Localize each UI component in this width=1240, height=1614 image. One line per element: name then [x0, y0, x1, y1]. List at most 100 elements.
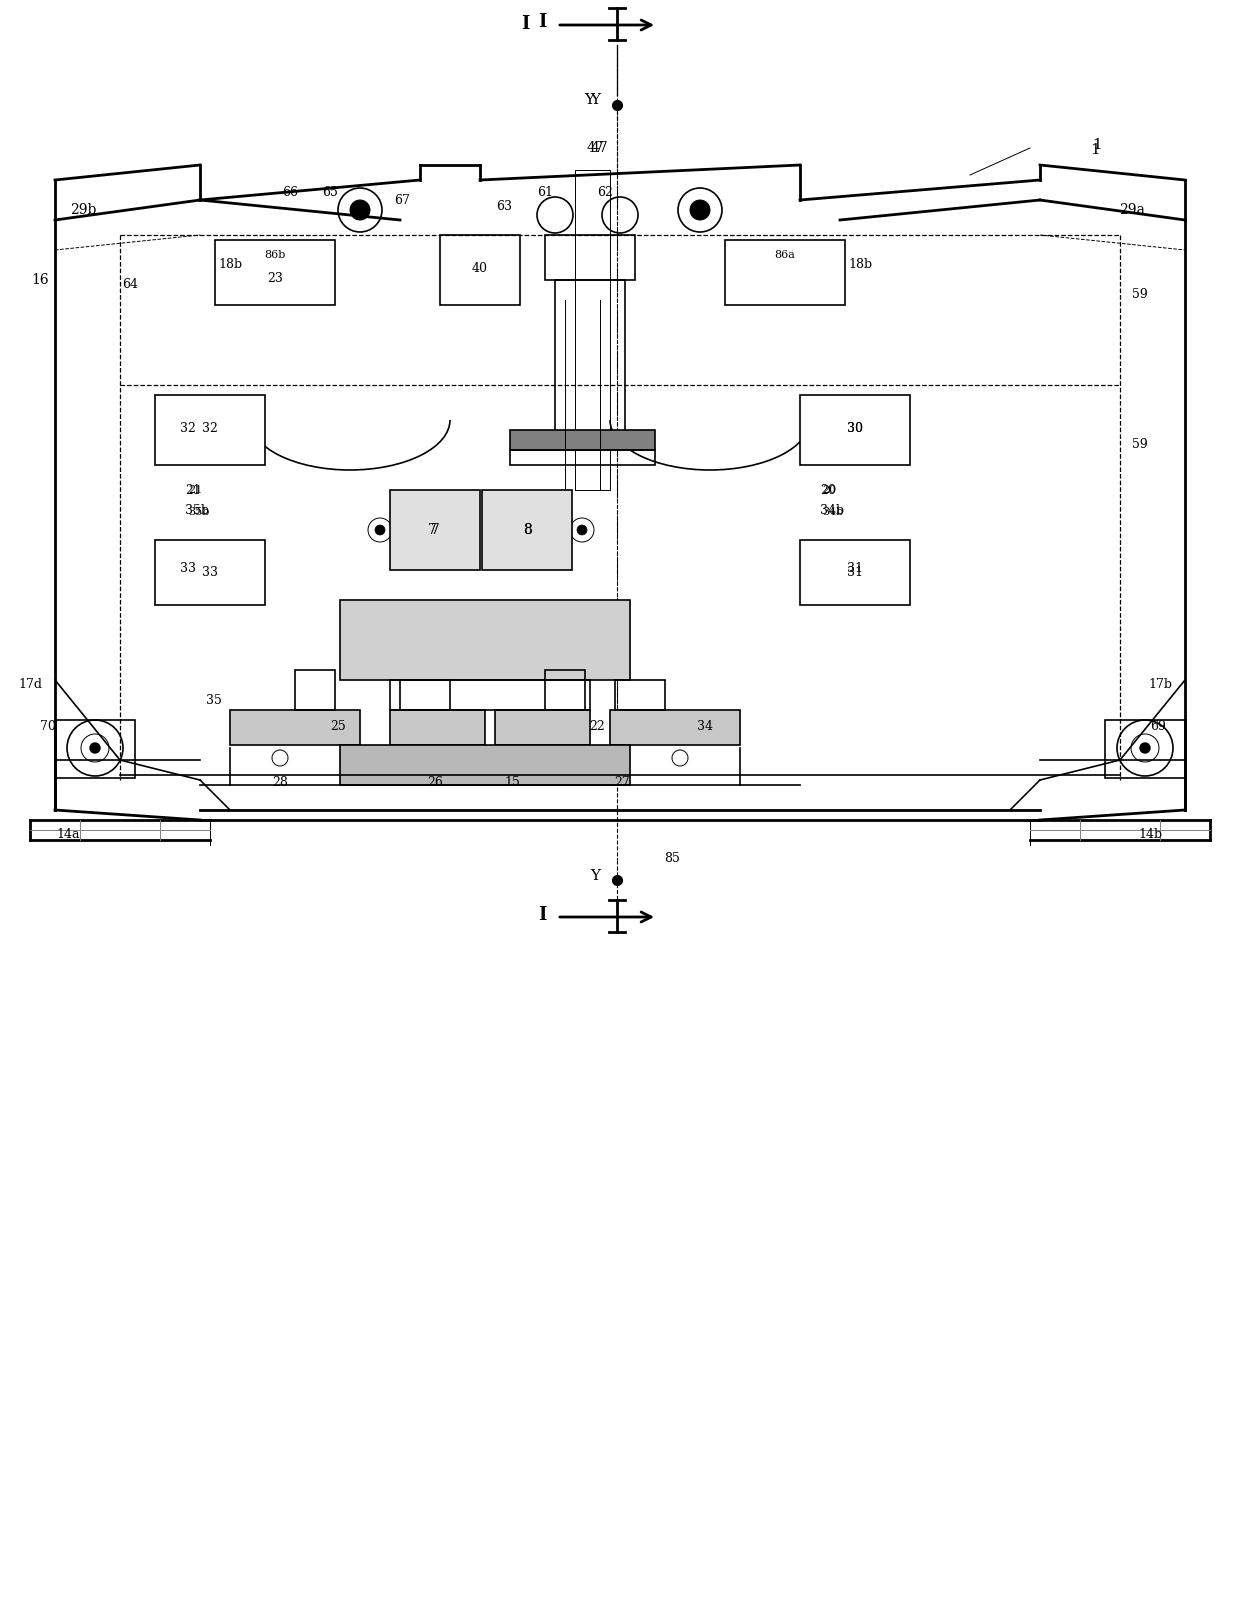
Text: 29b: 29b	[69, 203, 97, 216]
Text: 59: 59	[1132, 289, 1148, 302]
Text: 26: 26	[427, 775, 443, 789]
Bar	[575, 169, 610, 491]
Bar	[391, 710, 485, 746]
Text: 14a: 14a	[56, 828, 79, 841]
Bar	[517, 615, 553, 650]
Text: 69: 69	[1149, 720, 1166, 733]
Text: 66: 66	[281, 187, 298, 200]
Bar	[495, 710, 590, 746]
Text: Y: Y	[590, 94, 600, 107]
Text: 34: 34	[697, 720, 713, 733]
Text: 31: 31	[847, 562, 863, 575]
Bar	[417, 615, 453, 650]
Bar	[155, 395, 265, 465]
Bar	[556, 279, 625, 441]
Text: 32: 32	[202, 421, 218, 434]
Bar	[367, 615, 403, 650]
Bar	[1105, 720, 1185, 778]
Circle shape	[689, 200, 711, 220]
Bar	[615, 679, 665, 710]
Text: 35b: 35b	[185, 504, 210, 516]
Text: 1: 1	[1090, 144, 1100, 157]
Text: 29a: 29a	[1120, 203, 1145, 216]
Text: 18b: 18b	[848, 258, 872, 271]
Circle shape	[91, 742, 100, 754]
Text: 21: 21	[188, 484, 202, 495]
Bar	[482, 491, 572, 570]
Text: 67: 67	[394, 194, 410, 207]
Text: 32: 32	[180, 421, 196, 434]
Text: 14b: 14b	[1138, 828, 1162, 841]
Text: 33: 33	[180, 562, 196, 575]
Text: 30: 30	[847, 421, 863, 434]
Bar	[510, 429, 655, 450]
Bar	[800, 541, 910, 605]
Text: 64: 64	[122, 279, 138, 292]
Bar	[800, 395, 910, 465]
Text: 40: 40	[472, 261, 489, 274]
Text: 59: 59	[1132, 439, 1148, 452]
Bar	[55, 720, 135, 778]
Text: 23: 23	[267, 271, 283, 284]
Bar	[467, 615, 503, 650]
Text: 86a: 86a	[775, 250, 795, 260]
Text: 34b: 34b	[820, 504, 844, 516]
Bar	[391, 679, 590, 710]
Text: 86b: 86b	[264, 250, 285, 260]
Circle shape	[1140, 742, 1149, 754]
Text: I: I	[538, 13, 547, 31]
Text: 34b: 34b	[822, 507, 843, 516]
Text: 35: 35	[206, 694, 222, 707]
Text: 21: 21	[185, 484, 201, 497]
Text: 33: 33	[202, 565, 218, 578]
Text: 7: 7	[430, 523, 439, 537]
Bar	[546, 236, 635, 279]
Bar	[340, 600, 630, 679]
Text: I: I	[521, 15, 529, 32]
Text: 1: 1	[1092, 139, 1102, 152]
Text: 28: 28	[272, 775, 288, 789]
Text: Y: Y	[590, 868, 600, 883]
Bar	[391, 491, 480, 570]
Text: 20: 20	[820, 484, 836, 497]
Text: 15: 15	[505, 775, 520, 789]
Bar	[610, 710, 740, 746]
Text: 25: 25	[330, 720, 346, 733]
Text: 22: 22	[589, 720, 605, 733]
Text: 27: 27	[614, 775, 630, 789]
Text: Y: Y	[584, 94, 594, 107]
Text: 35b: 35b	[188, 507, 210, 516]
Text: I: I	[538, 905, 547, 923]
Text: 65: 65	[322, 187, 339, 200]
Bar	[440, 236, 520, 305]
Text: 20: 20	[822, 484, 836, 495]
Bar	[340, 746, 630, 784]
Bar	[215, 240, 335, 305]
Bar	[725, 240, 844, 305]
Bar	[295, 670, 335, 710]
Bar	[510, 450, 655, 465]
Text: 18b: 18b	[218, 258, 242, 271]
Bar	[546, 670, 585, 710]
Bar	[229, 710, 360, 746]
Circle shape	[577, 525, 587, 534]
Text: 62: 62	[598, 186, 613, 199]
Text: 30: 30	[847, 421, 863, 434]
Text: 8: 8	[522, 523, 532, 537]
Text: 63: 63	[496, 200, 512, 213]
Text: 17d: 17d	[19, 678, 42, 691]
Text: 31: 31	[847, 565, 863, 578]
Bar	[567, 615, 603, 650]
Bar	[401, 679, 450, 710]
Text: 8: 8	[522, 523, 532, 537]
Text: 70: 70	[40, 720, 56, 733]
Text: 7: 7	[428, 523, 436, 537]
Text: 16: 16	[31, 273, 48, 287]
Text: 47: 47	[587, 140, 604, 155]
Text: 47: 47	[590, 140, 608, 155]
Circle shape	[350, 200, 370, 220]
Circle shape	[374, 525, 384, 534]
Text: 85: 85	[665, 852, 680, 865]
Bar	[155, 541, 265, 605]
Text: 17b: 17b	[1148, 678, 1172, 691]
